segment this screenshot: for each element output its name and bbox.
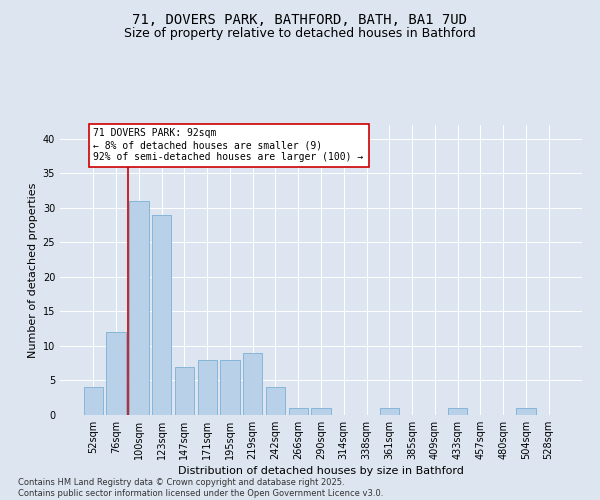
Bar [84, 388, 103, 415]
Bar [448, 408, 467, 415]
Bar [516, 408, 536, 415]
Bar [266, 388, 285, 415]
Bar [243, 353, 262, 415]
Bar [129, 201, 149, 415]
Text: 71 DOVERS PARK: 92sqm
← 8% of detached houses are smaller (9)
92% of semi-detach: 71 DOVERS PARK: 92sqm ← 8% of detached h… [94, 128, 364, 162]
Bar [106, 332, 126, 415]
Bar [311, 408, 331, 415]
Bar [289, 408, 308, 415]
X-axis label: Distribution of detached houses by size in Bathford: Distribution of detached houses by size … [178, 466, 464, 476]
Bar [152, 215, 172, 415]
Bar [175, 366, 194, 415]
Y-axis label: Number of detached properties: Number of detached properties [28, 182, 38, 358]
Text: Contains HM Land Registry data © Crown copyright and database right 2025.
Contai: Contains HM Land Registry data © Crown c… [18, 478, 383, 498]
Bar [380, 408, 399, 415]
Bar [197, 360, 217, 415]
Text: Size of property relative to detached houses in Bathford: Size of property relative to detached ho… [124, 28, 476, 40]
Text: 71, DOVERS PARK, BATHFORD, BATH, BA1 7UD: 71, DOVERS PARK, BATHFORD, BATH, BA1 7UD [133, 12, 467, 26]
Bar [220, 360, 239, 415]
